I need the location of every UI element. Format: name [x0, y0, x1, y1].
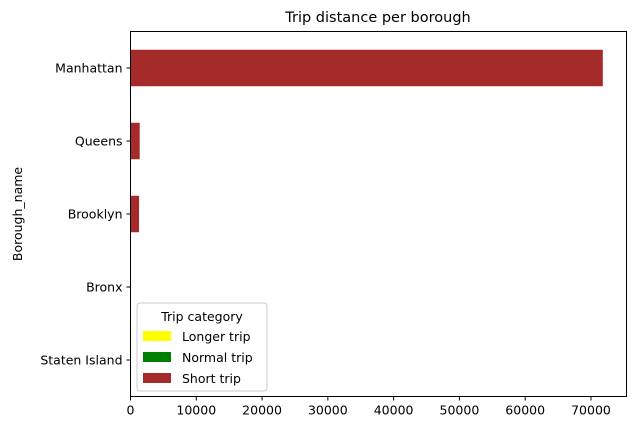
x-tick-label: 20000: [242, 403, 282, 418]
bar-brooklyn-short-trip: [130, 195, 140, 233]
chart-title: Trip distance per borough: [284, 10, 470, 26]
y-tick-label: Queens: [75, 134, 123, 149]
bars-group: [130, 49, 603, 233]
y-axis-label: Borough_name: [10, 167, 25, 262]
x-tick-label: 0: [127, 403, 135, 418]
legend-label: Short trip: [182, 371, 241, 386]
x-axis: 0 10000 20000 30000 40000 50000 60000 70000: [127, 396, 611, 418]
bar-queens-short-trip: [130, 122, 140, 160]
bar-manhattan-short-trip: [130, 49, 603, 87]
legend-label: Normal trip: [182, 350, 253, 365]
y-tick-label: Bronx: [86, 280, 122, 295]
x-tick-label: 70000: [571, 403, 611, 418]
y-tick-label: Staten Island: [40, 353, 122, 368]
x-tick-label: 60000: [505, 403, 545, 418]
x-tick-label: 50000: [440, 403, 480, 418]
legend-swatch-normal-trip: [143, 352, 171, 362]
legend-title: Trip category: [160, 309, 243, 324]
y-tick-label: Manhattan: [55, 61, 122, 76]
y-tick-label: Brooklyn: [68, 207, 123, 222]
legend-frame: [136, 302, 268, 392]
legend-swatch-short-trip: [143, 373, 171, 383]
legend-label: Longer trip: [182, 329, 251, 344]
legend-items: Longer trip Normal trip Short trip: [143, 329, 253, 386]
x-tick-label: 10000: [176, 403, 216, 418]
x-tick-label: 30000: [308, 403, 348, 418]
x-tick-label: 40000: [374, 403, 414, 418]
legend-swatch-longer-trip: [143, 331, 171, 341]
legend: Trip category Longer trip Normal trip Shor…: [136, 302, 268, 392]
y-axis: Manhattan Queens Brooklyn Bronx Staten Islan…: [40, 61, 131, 368]
